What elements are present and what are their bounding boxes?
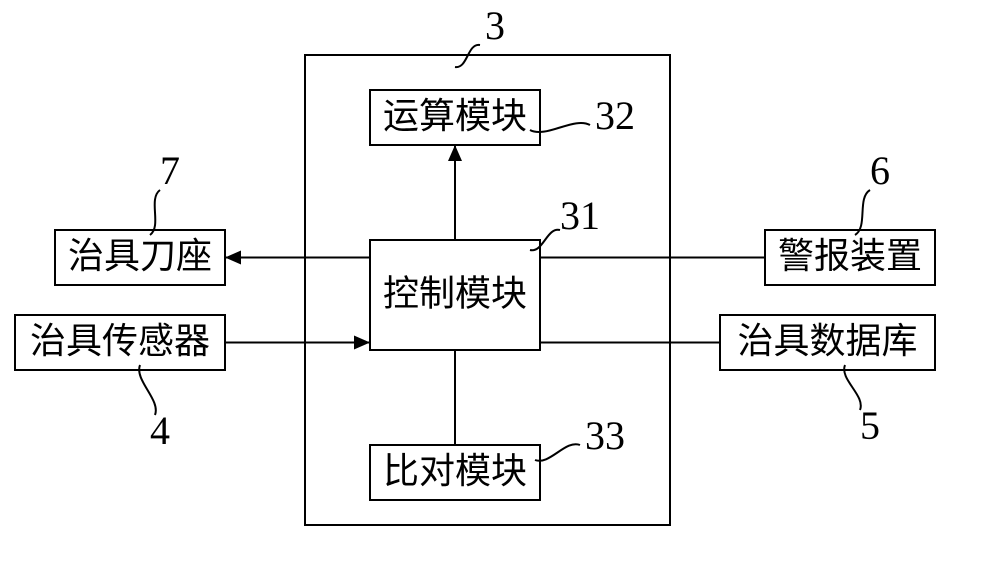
ref-leader-6	[855, 190, 870, 235]
ref-label-4: 4	[150, 408, 170, 453]
ref-label-3: 3	[485, 3, 505, 48]
block-label-alarm: 警报装置	[778, 236, 922, 276]
block-label-compare: 比对模块	[383, 451, 527, 491]
block-label-sensor: 治具传感器	[30, 321, 210, 361]
ref-label-31: 31	[560, 193, 600, 238]
block-label-database: 治具数据库	[737, 321, 917, 361]
ref-leader-7	[150, 190, 160, 235]
ref-label-6: 6	[870, 148, 890, 193]
ref-leader-5	[844, 365, 861, 410]
ref-label-32: 32	[595, 93, 635, 138]
ref-label-33: 33	[585, 413, 625, 458]
ref-label-7: 7	[160, 148, 180, 193]
block-label-tool_holder: 治具刀座	[68, 236, 212, 276]
ref-label-5: 5	[860, 403, 880, 448]
arrow-head	[225, 251, 241, 265]
ref-leader-33	[535, 444, 580, 461]
arrow-head	[448, 145, 462, 161]
block-label-control: 控制模块	[383, 273, 527, 313]
block-label-operation: 运算模块	[383, 96, 527, 136]
arrow-head	[354, 336, 370, 350]
